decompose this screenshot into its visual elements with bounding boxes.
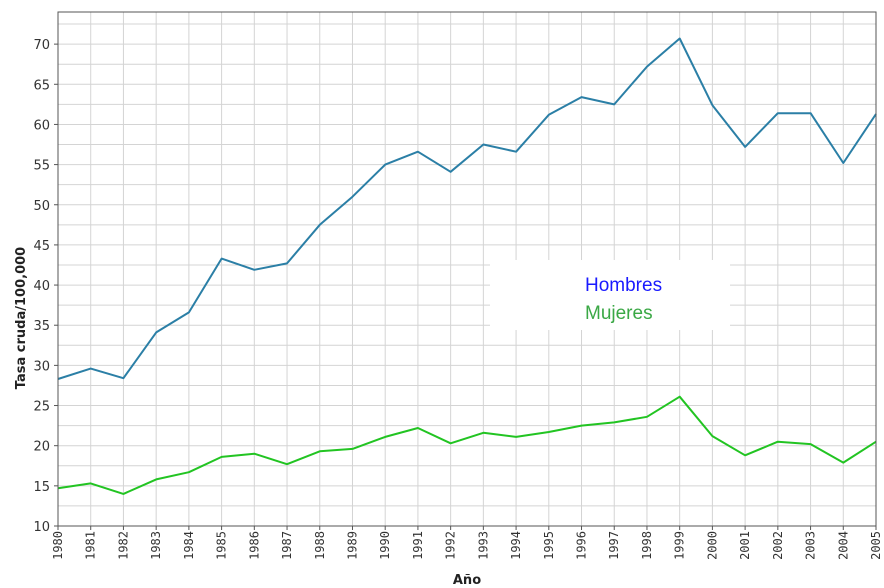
x-tick-label: 2001 <box>738 531 752 560</box>
y-tick-label: 30 <box>33 359 50 374</box>
plot-background <box>58 12 876 526</box>
x-tick-label: 1983 <box>149 531 163 560</box>
y-tick-label: 10 <box>33 520 50 535</box>
x-tick-label: 1993 <box>476 531 490 560</box>
series-line-hombres <box>57 37 877 380</box>
x-tick-label: 1990 <box>378 531 392 560</box>
y-tick-label: 45 <box>33 239 50 254</box>
y-tick-label: 70 <box>33 38 50 53</box>
x-tick-label: 1995 <box>542 531 556 560</box>
x-axis-title: Año <box>453 573 481 588</box>
x-tick-label: 1991 <box>411 531 425 560</box>
x-tick-label: 1982 <box>116 531 130 560</box>
series-lines <box>57 37 877 495</box>
y-tick-label: 50 <box>33 199 50 214</box>
x-tick-label: 1980 <box>51 531 65 560</box>
y-tick-label: 25 <box>33 400 50 415</box>
x-tick-label: 1987 <box>280 531 294 560</box>
x-tick-label: 1998 <box>640 531 654 560</box>
x-tick-label: 1997 <box>607 531 621 560</box>
x-tick-label: 1992 <box>444 531 458 560</box>
x-tick-label: 2005 <box>869 531 883 560</box>
x-tick-label: 1996 <box>575 531 589 560</box>
x-tick-label: 1981 <box>84 531 98 560</box>
y-tick-label: 40 <box>33 279 50 294</box>
x-tick-label: 1999 <box>673 531 687 560</box>
y-tick-label: 15 <box>33 480 50 495</box>
x-tick-label: 2004 <box>836 531 850 560</box>
y-tick-label: 65 <box>33 78 50 93</box>
grid <box>57 12 877 527</box>
legend-item-mujeres: Mujeres <box>585 303 653 324</box>
x-tick-label: 2000 <box>705 531 719 560</box>
plot-frame <box>57 11 877 527</box>
y-tick-label: 20 <box>33 440 50 455</box>
x-tick-label: 1994 <box>509 531 523 560</box>
x-tick-label: 1988 <box>313 531 327 560</box>
x-tick-label: 2002 <box>771 531 785 560</box>
legend-item-hombres: Hombres <box>585 275 662 296</box>
series-line-mujeres <box>57 395 877 495</box>
x-tick-label: 2003 <box>804 531 818 560</box>
x-tick-label: 1986 <box>247 531 261 560</box>
y-axis-title: Tasa cruda/100,000 <box>14 247 29 389</box>
y-axis-ticks: 10 15 20 25 30 35 40 45 50 55 60 65 70 <box>33 38 58 535</box>
x-axis-ticks: 1980 1981 1982 1983 1984 1985 1986 1987 1988 1989… <box>51 526 883 560</box>
x-tick-label: 1985 <box>215 531 229 560</box>
y-tick-label: 55 <box>33 159 50 174</box>
y-tick-label: 35 <box>33 319 50 334</box>
y-tick-label: 60 <box>33 118 50 133</box>
legend-box <box>490 260 730 330</box>
x-tick-label: 1984 <box>182 531 196 560</box>
x-tick-label: 1989 <box>345 531 359 560</box>
